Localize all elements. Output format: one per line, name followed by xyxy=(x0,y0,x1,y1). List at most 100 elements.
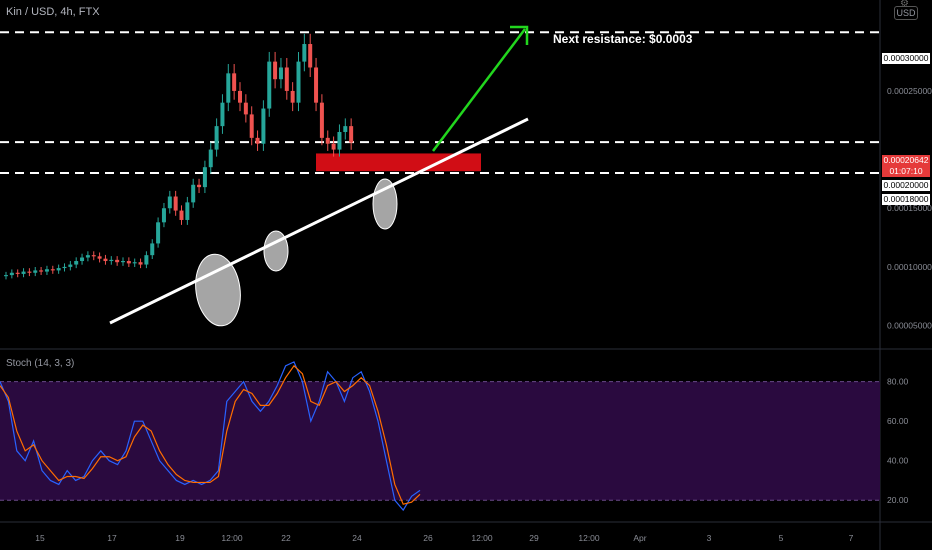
candle xyxy=(15,272,20,274)
y-tick-label: 0.00005000 xyxy=(887,321,932,331)
candle xyxy=(232,73,237,91)
candle xyxy=(255,137,260,144)
candle xyxy=(173,196,178,211)
candle xyxy=(103,258,108,262)
candle xyxy=(302,44,307,62)
candle xyxy=(27,271,32,273)
x-tick-label: 3 xyxy=(707,533,712,543)
y-tick-label: 0.00015000 xyxy=(887,203,932,213)
candle xyxy=(156,222,161,244)
candle xyxy=(238,90,242,103)
symbol-title: Kin / USD, 4h, FTX xyxy=(6,6,100,18)
candle xyxy=(167,196,172,209)
candle xyxy=(144,255,149,265)
candle xyxy=(50,269,55,271)
candle xyxy=(208,149,213,168)
candle xyxy=(185,202,190,220)
x-tick-label: 19 xyxy=(175,533,185,543)
candle xyxy=(314,67,319,103)
x-tick-label: 22 xyxy=(281,533,291,543)
candle xyxy=(91,255,96,257)
candle xyxy=(267,61,272,109)
candle xyxy=(74,261,79,265)
candle xyxy=(126,261,131,264)
candle xyxy=(39,270,44,272)
stoch-k-line xyxy=(0,361,421,512)
y-tick-label: 0.00025000 xyxy=(887,86,932,96)
green-arrow-head xyxy=(510,25,529,45)
touch-point-ellipse xyxy=(263,230,289,272)
candle xyxy=(121,261,125,263)
candle xyxy=(249,114,254,138)
candle xyxy=(202,167,207,188)
current-price-tag: 0.00020642 01:07:10 xyxy=(882,155,930,177)
candle xyxy=(150,243,155,256)
support-1-price-tag: 0.00020000 xyxy=(882,180,930,191)
candle xyxy=(337,131,342,150)
x-tick-label: Apr xyxy=(633,533,646,543)
trendline xyxy=(109,117,529,325)
x-tick-label: 12:00 xyxy=(221,533,243,543)
resistance-annotation: Next resistance: $0.0003 xyxy=(553,32,693,46)
current-price: 0.00020642 xyxy=(883,155,929,165)
x-tick-label: 5 xyxy=(779,533,784,543)
x-tick-label: 15 xyxy=(35,533,45,543)
candle xyxy=(261,108,266,144)
countdown-timer: 01:07:10 xyxy=(889,166,923,176)
candle xyxy=(331,143,336,150)
candle xyxy=(109,259,114,262)
candle xyxy=(197,184,202,188)
candle xyxy=(349,126,354,143)
x-tick-label: 29 xyxy=(529,533,539,543)
candle xyxy=(44,269,49,272)
x-tick-label: 26 xyxy=(423,533,433,543)
candle xyxy=(343,126,348,132)
x-tick-label: 24 xyxy=(352,533,362,543)
x-tick-label: 7 xyxy=(849,533,854,543)
settings-icon[interactable]: ⚙ xyxy=(900,0,909,9)
currency-button[interactable]: USD xyxy=(894,6,918,20)
candle xyxy=(161,208,166,223)
candle xyxy=(85,255,90,258)
green-arrow-shaft xyxy=(432,28,526,152)
resistance-price-tag: 0.00030000 xyxy=(882,53,930,64)
stoch-y-tick-label: 20.00 xyxy=(887,495,909,505)
stoch-y-tick-label: 60.00 xyxy=(887,416,909,426)
support-zone xyxy=(316,153,481,172)
stoch-d-line xyxy=(0,364,421,505)
touch-point-ellipse xyxy=(372,178,398,230)
candle xyxy=(319,102,324,138)
y-tick-label: 0.00010000 xyxy=(887,262,932,272)
candle xyxy=(9,272,14,276)
candle xyxy=(56,268,61,271)
candle xyxy=(220,102,225,127)
candle xyxy=(226,73,231,103)
candle xyxy=(80,257,85,262)
candle xyxy=(21,271,26,274)
x-tick-label: 17 xyxy=(107,533,117,543)
candle xyxy=(179,210,184,220)
candle xyxy=(273,61,278,80)
stoch-y-tick-label: 40.00 xyxy=(887,456,909,466)
candle xyxy=(290,90,295,103)
candle xyxy=(115,259,120,263)
candle xyxy=(191,184,196,203)
candle xyxy=(214,126,219,150)
candle xyxy=(33,270,38,273)
candle xyxy=(243,102,248,115)
stoch-label: Stoch (14, 3, 3) xyxy=(6,358,75,369)
touch-point-ellipse xyxy=(195,253,241,327)
candle xyxy=(284,67,289,91)
stoch-band xyxy=(0,381,880,501)
candle xyxy=(278,67,283,80)
x-tick-label: 12:00 xyxy=(578,533,600,543)
stoch-y-tick-label: 80.00 xyxy=(887,377,909,387)
candle xyxy=(62,266,67,269)
support-2-price-tag: 0.00018000 xyxy=(882,194,930,205)
candle xyxy=(68,264,73,267)
candle xyxy=(308,44,313,68)
candle xyxy=(97,256,102,259)
candle xyxy=(4,275,8,277)
candle xyxy=(138,262,143,265)
